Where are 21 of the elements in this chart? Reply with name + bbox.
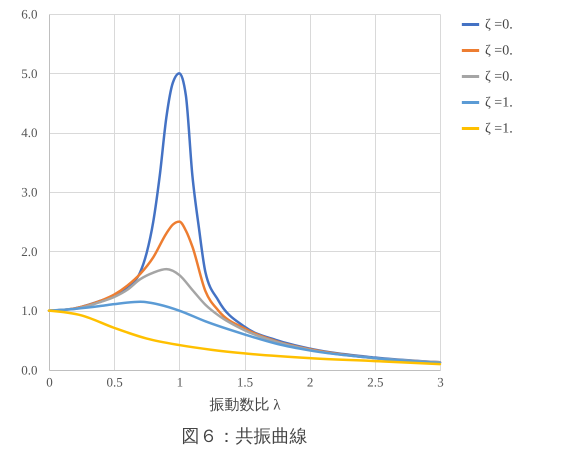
x-tick-label: 1.5 [236,374,254,390]
x-axis-title: 振動数比 λ [209,396,282,414]
x-tick-label: 2 [306,374,314,390]
x-tick-label: 3 [437,374,444,390]
x-tick-label: 1 [176,374,184,390]
legend-label: ζ =1. [485,96,513,110]
legend-label: ζ =1. [485,122,513,136]
x-tick-label: 0.5 [106,374,123,390]
text: 図６：共振曲線 [182,426,308,446]
y-tick-label: 2.0 [21,244,38,259]
y-tick-label: 4.0 [21,125,38,140]
legend-label: ζ =0. [485,44,513,58]
legend-label: ζ =0. [485,18,513,32]
x-tick-label: 0 [46,374,53,390]
y-tick-label: 5.0 [21,66,38,81]
y-tick-label: 3.0 [21,184,38,200]
legend-label: ζ =0. [485,70,513,84]
y-tick-label: 6.0 [21,6,38,22]
x-tick-label: 2.5 [367,374,384,390]
y-tick-label: 1.0 [21,303,38,318]
y-tick-label: 0.0 [21,362,38,378]
